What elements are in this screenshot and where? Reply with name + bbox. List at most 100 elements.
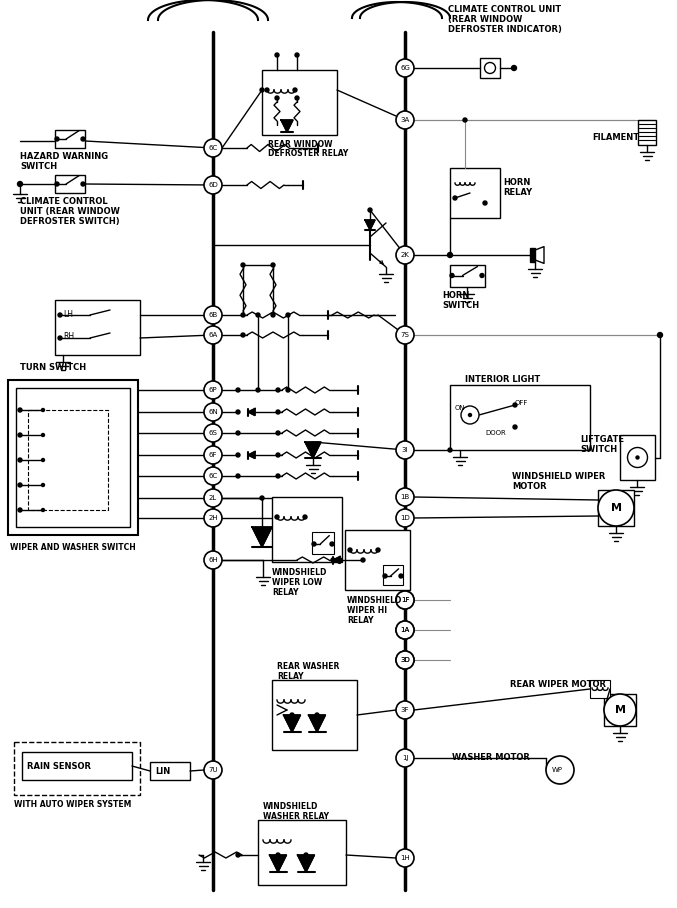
Text: HAZARD WARNING: HAZARD WARNING xyxy=(20,152,108,161)
Text: 1B: 1B xyxy=(400,494,410,500)
Text: RELAY: RELAY xyxy=(503,188,532,197)
Circle shape xyxy=(204,176,222,194)
Circle shape xyxy=(396,111,414,129)
Circle shape xyxy=(236,474,240,478)
Text: DEFROSTER SWITCH): DEFROSTER SWITCH) xyxy=(20,217,120,226)
Text: DEFROSTER RELAY: DEFROSTER RELAY xyxy=(268,149,348,158)
Circle shape xyxy=(204,326,222,344)
Circle shape xyxy=(55,182,59,186)
Circle shape xyxy=(204,446,222,464)
Polygon shape xyxy=(530,248,535,262)
Text: 6F: 6F xyxy=(209,452,217,458)
Bar xyxy=(8,380,138,535)
Circle shape xyxy=(304,853,308,857)
Text: 6P: 6P xyxy=(209,387,217,393)
Text: 6C: 6C xyxy=(209,145,217,151)
Circle shape xyxy=(657,332,663,338)
Circle shape xyxy=(256,388,260,392)
Bar xyxy=(480,58,500,78)
Circle shape xyxy=(236,410,240,414)
Text: M: M xyxy=(615,705,626,715)
Bar xyxy=(450,385,590,450)
Circle shape xyxy=(286,313,290,317)
Text: 3A: 3A xyxy=(400,117,410,123)
Bar xyxy=(383,565,403,585)
Circle shape xyxy=(204,306,222,324)
Text: REAR WINDOW: REAR WINDOW xyxy=(268,140,332,149)
Circle shape xyxy=(276,474,280,478)
Circle shape xyxy=(485,63,496,74)
Circle shape xyxy=(383,574,387,578)
Polygon shape xyxy=(281,120,293,132)
Circle shape xyxy=(286,388,290,392)
Circle shape xyxy=(241,263,245,267)
Text: 6H: 6H xyxy=(208,557,218,563)
Text: RH: RH xyxy=(63,332,74,341)
Circle shape xyxy=(396,441,414,459)
Polygon shape xyxy=(309,715,326,732)
Circle shape xyxy=(453,196,457,200)
Circle shape xyxy=(204,424,222,442)
Circle shape xyxy=(55,137,59,141)
Circle shape xyxy=(41,483,45,487)
Bar xyxy=(620,435,655,480)
Circle shape xyxy=(396,591,414,609)
Polygon shape xyxy=(269,855,286,872)
Circle shape xyxy=(81,137,85,141)
Bar xyxy=(14,742,140,795)
Circle shape xyxy=(276,410,280,414)
Polygon shape xyxy=(297,855,315,872)
Text: M: M xyxy=(611,503,621,513)
Circle shape xyxy=(396,59,414,77)
Text: 3F: 3F xyxy=(401,707,410,713)
Text: ON: ON xyxy=(455,405,466,411)
Circle shape xyxy=(276,453,280,457)
Text: WITH AUTO WIPER SYSTEM: WITH AUTO WIPER SYSTEM xyxy=(14,800,131,809)
Circle shape xyxy=(204,467,222,485)
Bar xyxy=(638,120,656,145)
Circle shape xyxy=(628,448,647,468)
Text: 1A: 1A xyxy=(400,627,410,633)
Circle shape xyxy=(276,431,280,435)
Circle shape xyxy=(396,621,414,639)
Text: RELAY: RELAY xyxy=(277,672,303,681)
Text: CLIMATE CONTROL UNIT: CLIMATE CONTROL UNIT xyxy=(448,5,561,14)
Polygon shape xyxy=(248,451,255,459)
Bar xyxy=(345,530,410,590)
Circle shape xyxy=(275,96,279,100)
Text: SWITCH: SWITCH xyxy=(442,301,479,310)
Bar xyxy=(28,410,108,510)
Text: HORN: HORN xyxy=(442,291,469,300)
Text: 1J: 1J xyxy=(401,755,408,761)
Circle shape xyxy=(512,65,517,71)
Text: TURN SWITCH: TURN SWITCH xyxy=(20,363,86,372)
Bar xyxy=(272,497,342,562)
Circle shape xyxy=(480,273,484,278)
Circle shape xyxy=(331,558,335,562)
Text: WINDSHIELD: WINDSHIELD xyxy=(263,802,318,811)
Circle shape xyxy=(204,509,222,527)
Circle shape xyxy=(361,558,365,562)
Circle shape xyxy=(18,508,22,512)
Bar xyxy=(55,175,85,193)
Text: 1F: 1F xyxy=(401,597,410,603)
Text: WIPER HI: WIPER HI xyxy=(347,606,387,615)
Circle shape xyxy=(348,548,352,552)
Text: WASHER RELAY: WASHER RELAY xyxy=(263,812,329,821)
Text: LIFTGATE: LIFTGATE xyxy=(580,435,624,444)
Text: WASHER MOTOR: WASHER MOTOR xyxy=(452,753,530,762)
Text: WP: WP xyxy=(552,767,563,773)
Circle shape xyxy=(312,542,316,546)
Bar xyxy=(258,820,346,885)
Polygon shape xyxy=(248,409,255,416)
Text: HORN: HORN xyxy=(503,178,530,187)
Bar xyxy=(312,532,334,554)
Bar xyxy=(55,300,140,355)
Circle shape xyxy=(241,333,245,337)
Bar xyxy=(262,70,337,135)
Circle shape xyxy=(396,326,414,344)
Circle shape xyxy=(293,88,297,92)
Circle shape xyxy=(330,542,334,546)
Circle shape xyxy=(295,96,299,100)
Circle shape xyxy=(396,246,414,264)
